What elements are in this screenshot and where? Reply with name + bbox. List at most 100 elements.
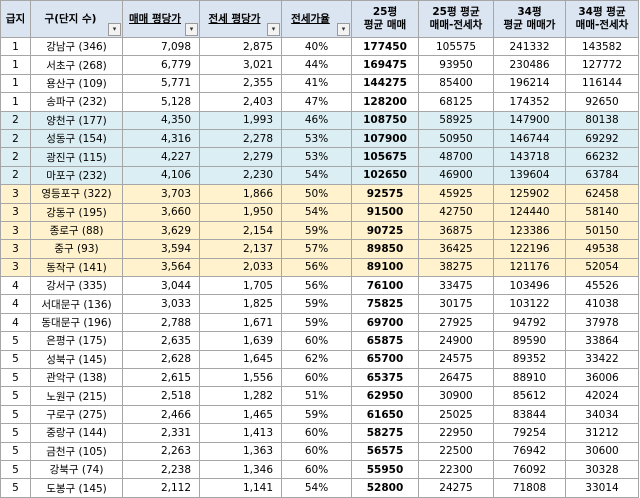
cell-ratio[interactable]: 40%: [281, 36, 352, 57]
table-row[interactable]: 4 동대문구 (196) 2,788 1,671 59% 69700 27925 94792 3…: [0, 312, 639, 333]
cell-p34[interactable]: 121176: [493, 257, 566, 278]
cell-p25gap[interactable]: 36875: [418, 220, 494, 241]
cell-p25gap[interactable]: 42750: [418, 202, 494, 222]
cell-sale[interactable]: 4,106: [122, 165, 200, 186]
cell-sale[interactable]: 4,350: [122, 110, 200, 130]
cell-p25[interactable]: 65375: [351, 368, 419, 388]
col-header-p34-gap[interactable]: 34평 평균 매매-전세차: [565, 0, 639, 38]
cell-p34[interactable]: 241332: [493, 36, 566, 57]
cell-grade[interactable]: 5: [0, 478, 31, 498]
table-row[interactable]: 5 노원구 (215) 2,518 1,282 51% 62950 30900 85612 42…: [0, 386, 639, 406]
cell-p25gap[interactable]: 38275: [418, 257, 494, 278]
cell-p25[interactable]: 89100: [351, 257, 419, 278]
cell-ratio[interactable]: 60%: [281, 423, 352, 443]
cell-sale[interactable]: 3,044: [122, 276, 200, 296]
cell-p25gap[interactable]: 68125: [418, 92, 494, 112]
cell-sale[interactable]: 4,227: [122, 147, 200, 167]
cell-district[interactable]: 관악구 (138): [30, 368, 123, 388]
dropdown-filter-icon[interactable]: ▾: [337, 23, 350, 36]
cell-p34[interactable]: 71808: [493, 478, 566, 498]
cell-p25gap[interactable]: 30175: [418, 294, 494, 314]
cell-sale[interactable]: 2,263: [122, 441, 200, 461]
cell-p25gap[interactable]: 50950: [418, 128, 494, 149]
cell-jeonse[interactable]: 1,346: [199, 459, 282, 480]
cell-sale[interactable]: 5,128: [122, 92, 200, 112]
table-row[interactable]: 5 은평구 (175) 2,635 1,639 60% 65875 24900 89590 33…: [0, 331, 639, 351]
cell-p25[interactable]: 108750: [351, 110, 419, 130]
cell-ratio[interactable]: 41%: [281, 73, 352, 94]
cell-district[interactable]: 도봉구 (145): [30, 478, 123, 498]
cell-p25gap[interactable]: 24900: [418, 331, 494, 351]
cell-sale[interactable]: 6,779: [122, 55, 200, 75]
cell-p25gap[interactable]: 24275: [418, 478, 494, 498]
cell-ratio[interactable]: 44%: [281, 55, 352, 75]
table-row[interactable]: 5 금천구 (105) 2,263 1,363 60% 56575 22500 76942 30…: [0, 441, 639, 461]
cell-grade[interactable]: 5: [0, 459, 31, 480]
cell-p34gap[interactable]: 41038: [565, 294, 639, 314]
cell-p34gap[interactable]: 116144: [565, 73, 639, 94]
cell-jeonse[interactable]: 1,825: [199, 294, 282, 314]
cell-grade[interactable]: 2: [0, 165, 31, 186]
cell-grade[interactable]: 4: [0, 294, 31, 314]
cell-p34[interactable]: 85612: [493, 386, 566, 406]
cell-ratio[interactable]: 60%: [281, 331, 352, 351]
cell-p34[interactable]: 123386: [493, 220, 566, 241]
cell-p25gap[interactable]: 22500: [418, 441, 494, 461]
cell-p34[interactable]: 83844: [493, 404, 566, 425]
cell-ratio[interactable]: 50%: [281, 184, 352, 204]
table-row[interactable]: 1 송파구 (232) 5,128 2,403 47% 128200 68125 174352…: [0, 92, 639, 112]
table-row[interactable]: 5 강북구 (74) 2,238 1,346 60% 55950 22300 76092 303…: [0, 459, 639, 480]
cell-sale[interactable]: 2,238: [122, 459, 200, 480]
cell-p34gap[interactable]: 49538: [565, 239, 639, 259]
table-row[interactable]: 2 양천구 (177) 4,350 1,993 46% 108750 58925 147900…: [0, 110, 639, 130]
table-row[interactable]: 5 관악구 (138) 2,615 1,556 60% 65375 26475 88910 36…: [0, 368, 639, 388]
cell-grade[interactable]: 1: [0, 92, 31, 112]
cell-p25[interactable]: 65700: [351, 349, 419, 370]
cell-ratio[interactable]: 51%: [281, 386, 352, 406]
cell-p34[interactable]: 122196: [493, 239, 566, 259]
cell-sale[interactable]: 3,703: [122, 184, 200, 204]
cell-ratio[interactable]: 59%: [281, 312, 352, 333]
col-header-p34[interactable]: 34평 평균 매매가: [493, 0, 566, 38]
cell-p25[interactable]: 65875: [351, 331, 419, 351]
cell-p34gap[interactable]: 52054: [565, 257, 639, 278]
table-row[interactable]: 3 동작구 (141) 3,564 2,033 56% 89100 38275 121176 5…: [0, 257, 639, 278]
cell-sale[interactable]: 3,629: [122, 220, 200, 241]
table-row[interactable]: 4 강서구 (335) 3,044 1,705 56% 76100 33475 103496 4…: [0, 276, 639, 296]
cell-district[interactable]: 강남구 (346): [30, 36, 123, 57]
col-header-sale-price[interactable]: 매매 평당가 ▾: [122, 0, 200, 38]
cell-jeonse[interactable]: 1,645: [199, 349, 282, 370]
col-header-jeonse-price[interactable]: 전세 평당가 ▾: [199, 0, 282, 38]
cell-p34[interactable]: 139604: [493, 165, 566, 186]
cell-p34gap[interactable]: 30600: [565, 441, 639, 461]
cell-p34[interactable]: 79254: [493, 423, 566, 443]
cell-p34[interactable]: 76942: [493, 441, 566, 461]
dropdown-filter-icon[interactable]: ▾: [185, 23, 198, 36]
table-row[interactable]: 3 영등포구 (322) 3,703 1,866 50% 92575 45925 125902…: [0, 184, 639, 204]
cell-grade[interactable]: 1: [0, 36, 31, 57]
cell-grade[interactable]: 2: [0, 110, 31, 130]
col-header-grade[interactable]: 급지: [0, 0, 31, 38]
cell-jeonse[interactable]: 2,278: [199, 128, 282, 149]
cell-grade[interactable]: 3: [0, 239, 31, 259]
cell-jeonse[interactable]: 1,282: [199, 386, 282, 406]
cell-district[interactable]: 노원구 (215): [30, 386, 123, 406]
cell-sale[interactable]: 2,635: [122, 331, 200, 351]
cell-district[interactable]: 종로구 (88): [30, 220, 123, 241]
cell-jeonse[interactable]: 1,993: [199, 110, 282, 130]
col-header-district[interactable]: 구(단지 수) ▾: [30, 0, 123, 38]
cell-p25[interactable]: 105675: [351, 147, 419, 167]
cell-p34[interactable]: 125902: [493, 184, 566, 204]
cell-ratio[interactable]: 59%: [281, 404, 352, 425]
cell-sale[interactable]: 3,564: [122, 257, 200, 278]
cell-p34gap[interactable]: 33864: [565, 331, 639, 351]
table-row[interactable]: 5 성북구 (145) 2,628 1,645 62% 65700 24575 89352 33…: [0, 349, 639, 370]
cell-grade[interactable]: 5: [0, 368, 31, 388]
cell-p34[interactable]: 103122: [493, 294, 566, 314]
cell-p25[interactable]: 169475: [351, 55, 419, 75]
cell-p25gap[interactable]: 26475: [418, 368, 494, 388]
cell-district[interactable]: 동대문구 (196): [30, 312, 123, 333]
cell-p34[interactable]: 230486: [493, 55, 566, 75]
cell-ratio[interactable]: 60%: [281, 459, 352, 480]
cell-ratio[interactable]: 47%: [281, 92, 352, 112]
